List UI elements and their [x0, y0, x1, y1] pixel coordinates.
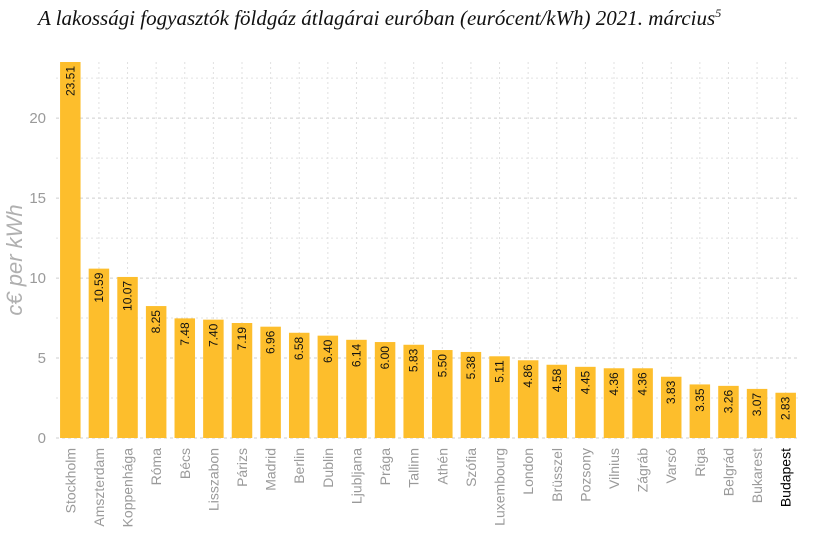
x-tick-label: Bécs [177, 448, 193, 479]
x-tick-label: Varsó [663, 448, 679, 484]
bar-value-label: 3.83 [664, 380, 678, 404]
bar [660, 376, 682, 438]
x-tick-label: Stockholm [62, 448, 78, 513]
bar-value-label: 23.51 [63, 66, 77, 96]
bar [317, 335, 339, 438]
bar [145, 306, 167, 438]
x-tick-label: Ljubljana [348, 448, 364, 504]
bar [603, 368, 625, 438]
bar-value-label: 6.14 [349, 343, 363, 367]
bar-value-label: 2.83 [779, 396, 793, 420]
x-tick-label: Szófia [463, 448, 479, 487]
bar-value-label: 6.00 [378, 346, 392, 370]
bar [689, 384, 711, 438]
chart-title-footnote: 5 [715, 6, 722, 20]
x-tick-label: Luxembourg [492, 448, 508, 526]
bar-value-label: 7.40 [206, 323, 220, 347]
bar [117, 276, 138, 438]
bar-value-label: 6.96 [264, 330, 278, 354]
x-tick-label: Riga [692, 448, 708, 477]
bar-value-label: 3.07 [750, 393, 764, 417]
chart-title-text: A lakossági fogyasztók földgáz átlagárai… [38, 6, 716, 30]
bar-value-label: 7.19 [235, 327, 249, 351]
x-tick-label: Belgrád [720, 448, 736, 496]
x-tick-label: Róma [148, 448, 164, 486]
bar [517, 360, 539, 438]
bar-value-label: 4.36 [636, 372, 650, 396]
bar [88, 268, 110, 438]
bar-value-label: 3.26 [721, 390, 735, 414]
bar [288, 332, 310, 438]
bar [775, 392, 796, 438]
bar-value-label: 10.07 [121, 281, 135, 311]
x-tick-label: Pozsony [577, 448, 593, 502]
x-tick-label: Dublin [320, 448, 336, 488]
bar [746, 388, 768, 438]
bar [374, 342, 396, 438]
x-tick-label: Amszterdam [91, 448, 107, 527]
x-tick-label: Koppenhága [120, 448, 136, 528]
bar-value-label: 5.83 [407, 348, 421, 372]
x-tick-label: Lisszabon [205, 448, 221, 511]
bar-value-label: 3.35 [693, 388, 707, 412]
bar [575, 366, 596, 438]
bar [60, 62, 81, 438]
x-tick-label: Bukarest [749, 448, 765, 503]
bar [632, 368, 653, 438]
bar-value-label: 4.86 [521, 364, 535, 388]
x-tick-label: Berlin [291, 448, 307, 484]
y-tick-label: 5 [38, 350, 46, 367]
y-tick-label: 0 [38, 430, 46, 447]
bar-value-label: 10.59 [92, 272, 106, 302]
y-tick-label: 20 [29, 110, 46, 127]
bar-value-label: 4.58 [550, 368, 564, 392]
bar [346, 339, 367, 438]
bar-value-label: 5.50 [435, 354, 449, 378]
bar [460, 351, 482, 438]
chart-title: A lakossági fogyasztók földgáz átlagárai… [38, 6, 721, 31]
x-tick-label: Zágráb [635, 448, 651, 493]
x-tick-label: Tallinn [406, 448, 422, 488]
bar-value-label: 7.48 [178, 322, 192, 346]
bar [718, 385, 739, 438]
x-tick-label: Párizs [234, 448, 250, 487]
bar [174, 318, 196, 438]
bar [432, 350, 453, 438]
x-tick-label: Athén [434, 448, 450, 485]
x-tick-label: Vilnius [606, 448, 622, 489]
bar-value-label: 6.58 [292, 336, 306, 360]
x-tick-label: Madrid [263, 448, 279, 491]
bar-value-label: 5.38 [464, 356, 478, 380]
x-tick-label: London [520, 448, 536, 495]
bar [231, 323, 253, 438]
bar [260, 326, 281, 438]
x-tick-label: Budapest [778, 448, 794, 507]
x-tick-label: Prága [377, 448, 393, 486]
y-axis-title: c€ per kWh [2, 204, 27, 315]
bar-value-label: 5.11 [493, 360, 507, 383]
y-tick-label: 15 [29, 190, 46, 207]
bar [203, 319, 224, 438]
bar-value-label: 6.40 [321, 339, 335, 363]
bar-value-label: 8.25 [149, 310, 163, 334]
bar [403, 344, 424, 438]
bar-value-label: 4.36 [607, 372, 621, 396]
x-tick-label: Brüsszel [549, 448, 565, 502]
bar [489, 356, 510, 438]
bar-value-label: 4.45 [578, 371, 592, 395]
y-tick-label: 10 [29, 270, 46, 287]
bar [546, 364, 568, 438]
